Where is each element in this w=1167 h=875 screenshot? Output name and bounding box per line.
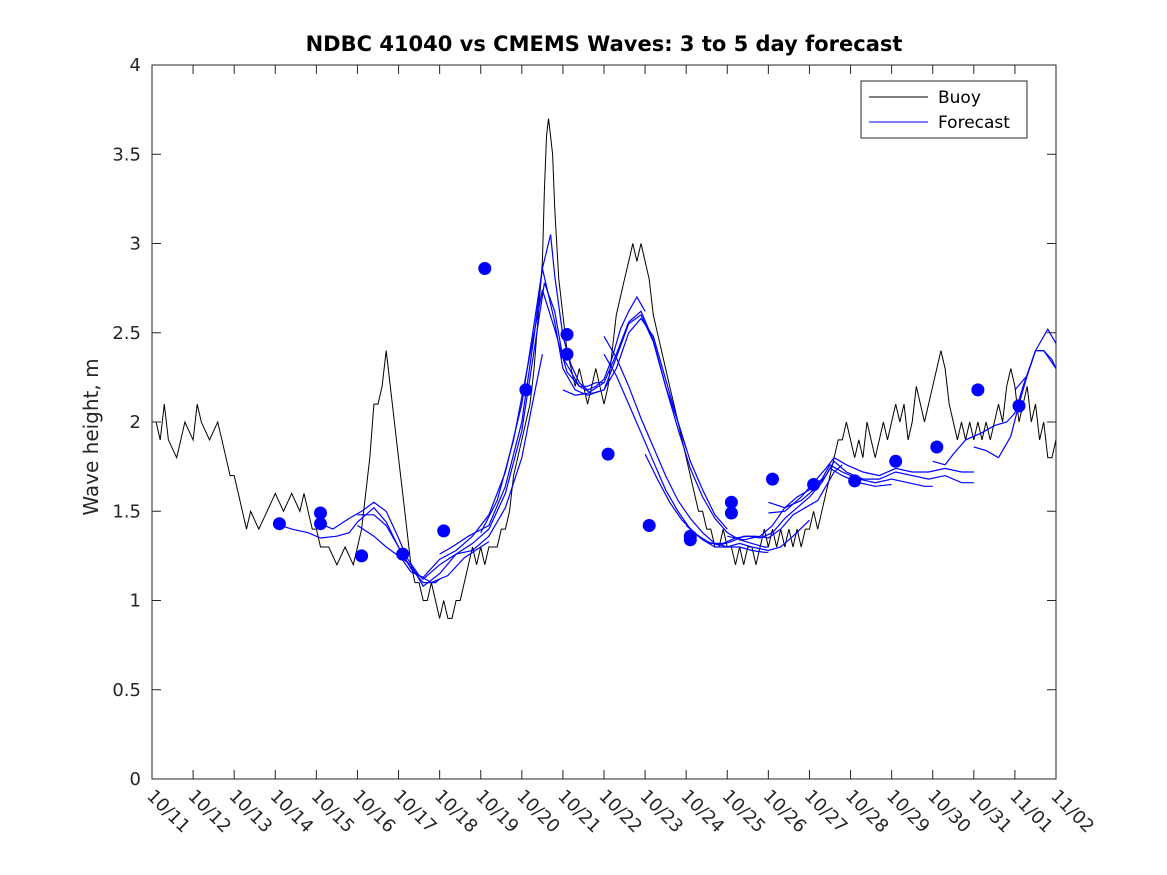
forecast-series-line <box>439 268 687 555</box>
forecast-marker <box>930 440 944 454</box>
forecast-marker <box>437 524 451 538</box>
forecast-marker <box>272 517 286 531</box>
forecast-marker <box>314 517 327 531</box>
forecast-marker <box>683 533 697 547</box>
forecast-series-line <box>603 336 769 553</box>
forecast-marker <box>724 506 738 520</box>
forecast-marker <box>766 472 779 486</box>
y-tick-label: 0 <box>130 769 141 790</box>
forecast-series-line <box>727 463 933 541</box>
forecast-marker <box>314 506 327 520</box>
forecast-marker <box>396 547 410 561</box>
forecast-marker <box>478 262 492 275</box>
forecast-series-line <box>357 354 543 580</box>
buoy-series-line <box>152 118 1056 619</box>
forecast-marker <box>560 328 574 341</box>
legend-forecast-label: Forecast <box>938 113 1010 133</box>
chart-title: NDBC 41040 vs CMEMS Waves: 3 to 5 day fo… <box>306 32 903 56</box>
y-tick-label: 0.5 <box>112 680 141 701</box>
forecast-series-line <box>562 310 769 548</box>
plot-frame <box>151 64 1057 780</box>
forecast-series-line <box>685 467 892 545</box>
forecast-marker <box>1012 399 1026 413</box>
forecast-series-line <box>973 350 1056 459</box>
y-tick-label: 1 <box>130 591 141 612</box>
forecast-marker <box>601 447 615 461</box>
y-tick-label: 1.5 <box>112 501 141 522</box>
forecast-marker <box>724 495 738 509</box>
forecast-marker <box>519 383 533 397</box>
y-tick-label: 3.5 <box>112 144 141 165</box>
forecast-series-line <box>603 353 810 552</box>
forecast-series-line <box>1014 327 1056 391</box>
forecast-series-line <box>768 456 974 514</box>
y-tick-label: 2 <box>130 412 141 433</box>
legend-buoy-label: Buoy <box>938 88 981 108</box>
forecast-marker <box>807 478 821 491</box>
forecast-marker <box>355 549 369 563</box>
forecast-marker <box>560 347 574 361</box>
y-tick-label: 2.5 <box>112 323 141 344</box>
forecast-marker <box>889 454 903 468</box>
legend-box <box>860 80 1028 139</box>
forecast-series-line <box>768 460 974 509</box>
forecast-series-line <box>480 289 728 533</box>
y-tick-label: 3 <box>130 234 141 255</box>
y-tick-label: 4 <box>130 55 141 76</box>
forecast-marker <box>971 383 985 397</box>
y-axis-label: Wave height, m <box>79 358 103 515</box>
legend: Buoy Forecast <box>860 80 1028 139</box>
y-axis: 0 0.5 1 1.5 2 2.5 3 3.5 4 <box>112 55 1056 790</box>
forecast-marker <box>642 519 656 532</box>
forecast-marker <box>848 474 862 488</box>
